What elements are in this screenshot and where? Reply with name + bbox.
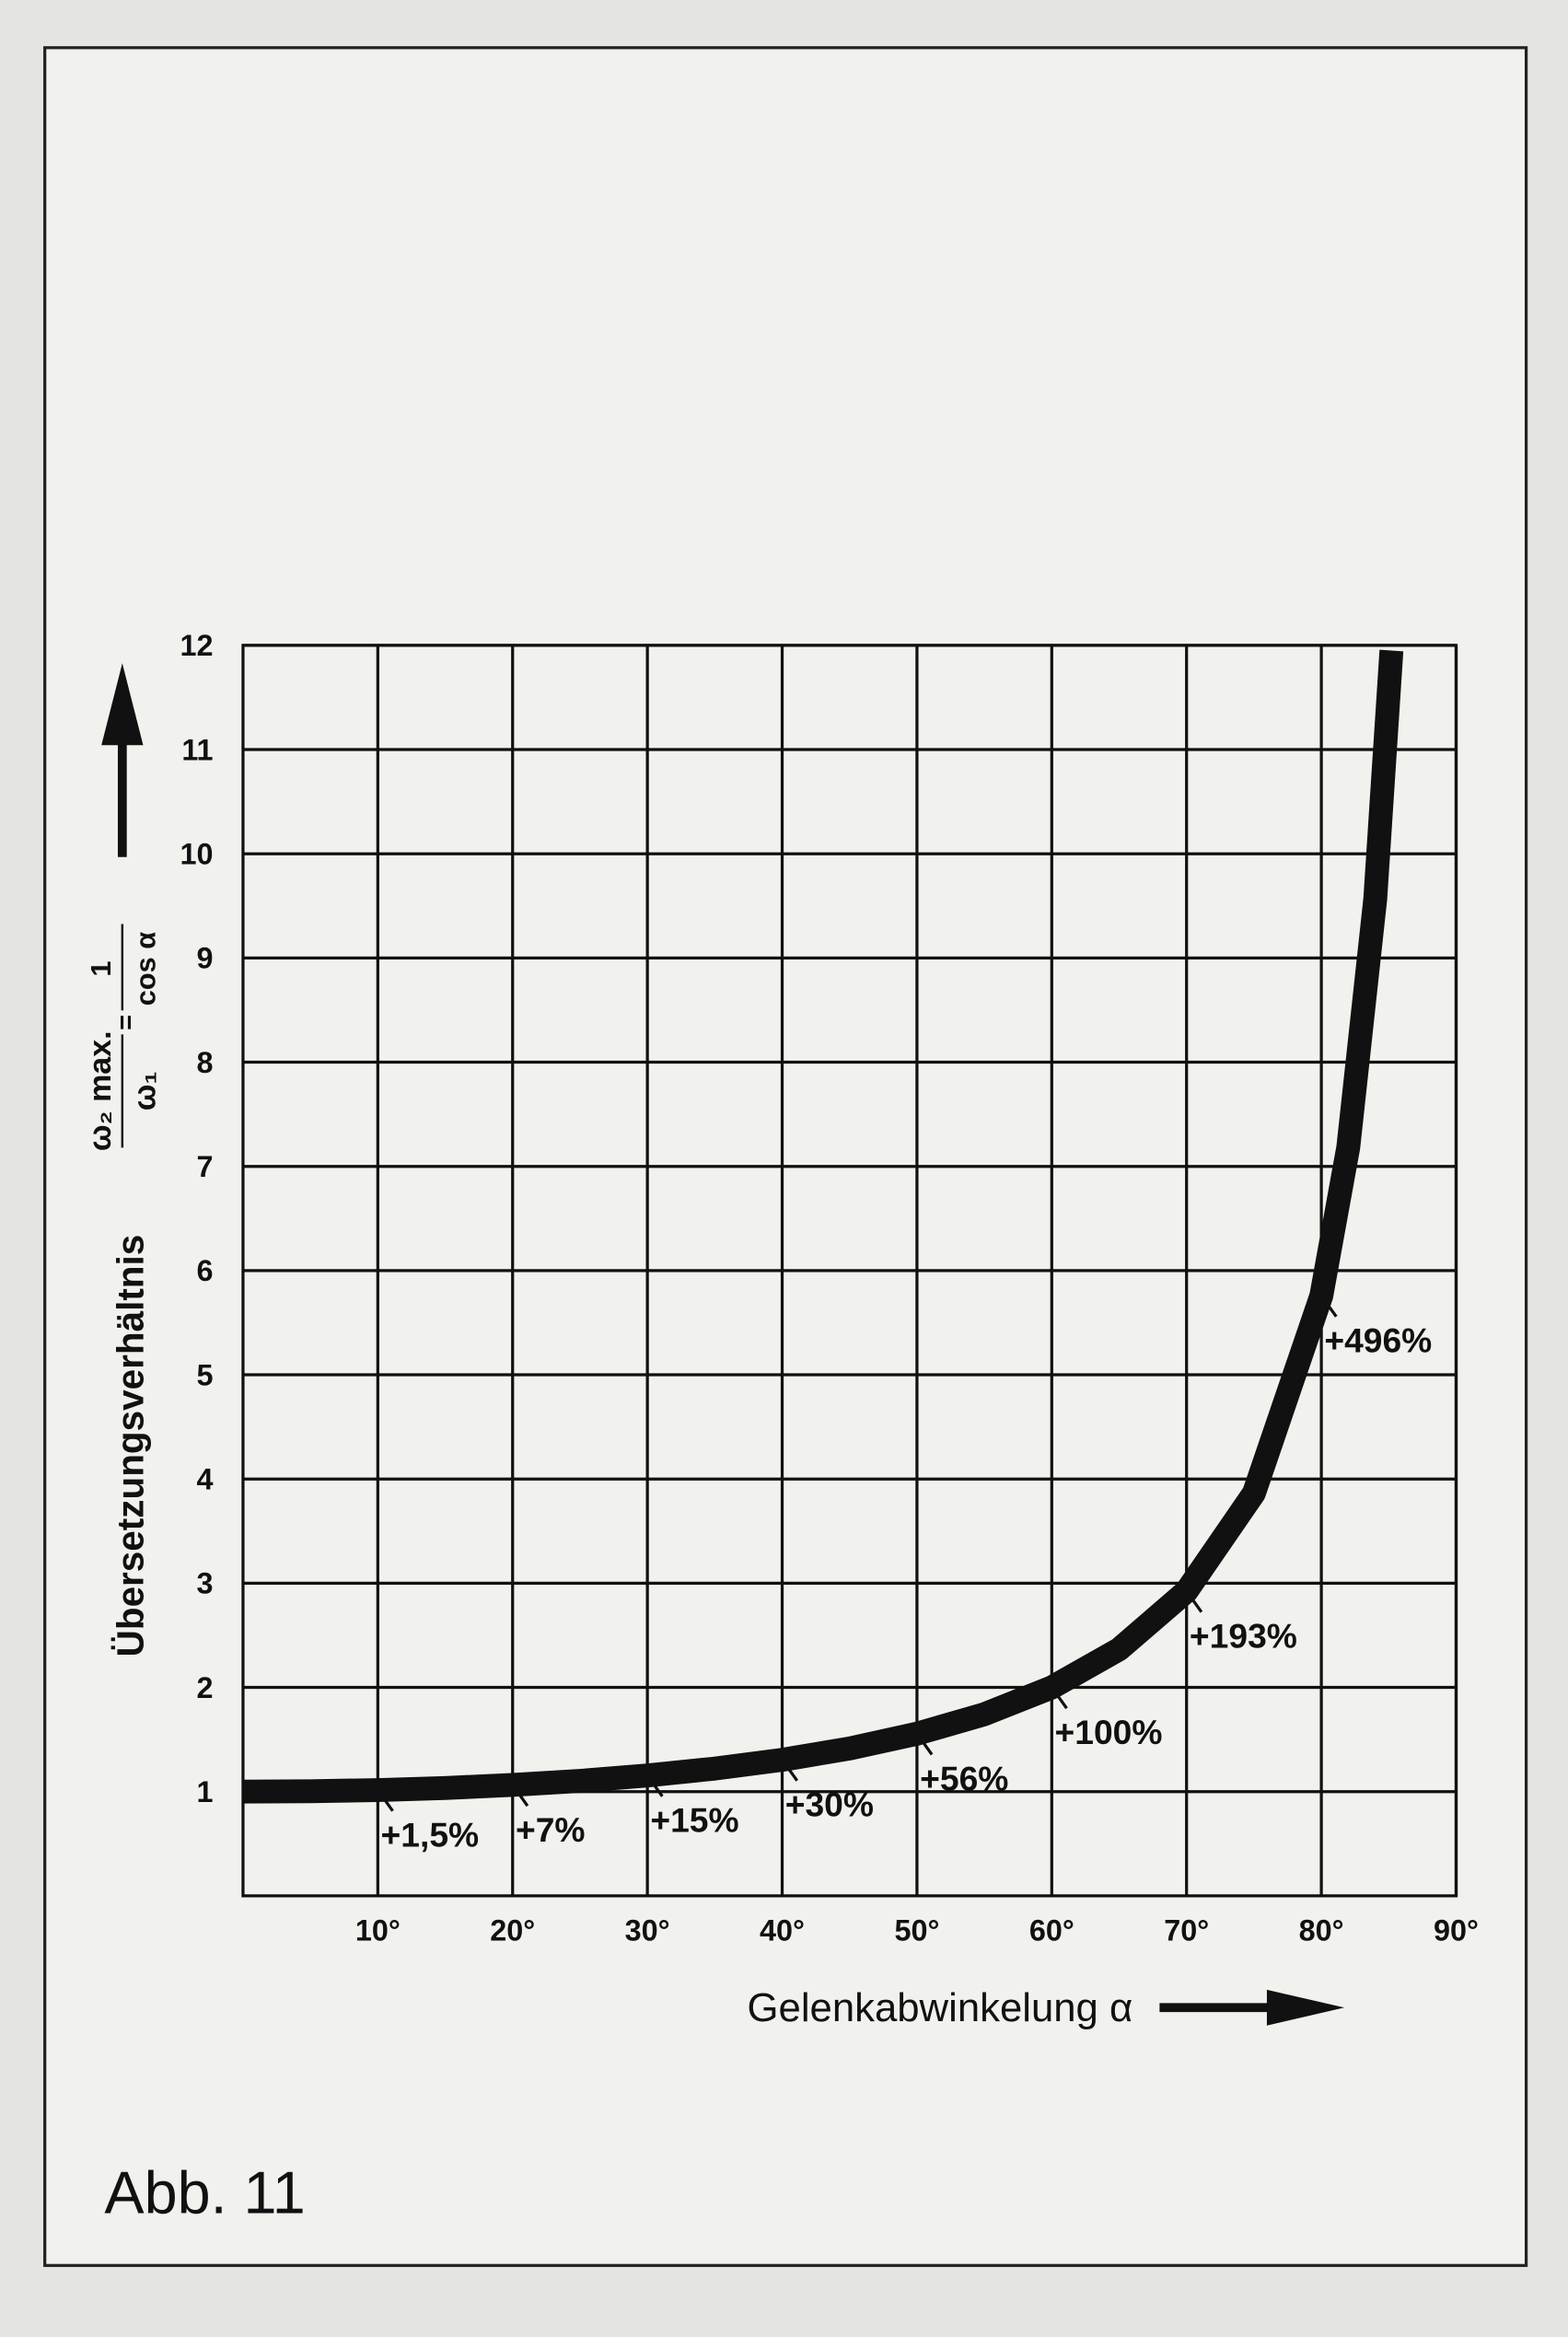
y-tick-label: 11	[181, 733, 213, 766]
x-tick-label: 60°	[1029, 1913, 1074, 1947]
annotation-label: +100%	[1055, 1713, 1163, 1751]
x-tick-label: 80°	[1299, 1913, 1344, 1947]
formula-lhs-numerator: ω₂ max.	[83, 1030, 118, 1151]
annotation-pointer	[781, 1759, 799, 1782]
caption: Abb. 11	[104, 2159, 305, 2227]
y-tick-label: 1	[197, 1775, 214, 1808]
annotation-pointer	[1185, 1590, 1203, 1613]
annotation-pointer	[645, 1774, 664, 1797]
formula-equals: =	[111, 1015, 141, 1030]
annotations: +1,5% +7% +15% +30% +56% +100% +193% +496%	[377, 1295, 1432, 1854]
x-tick-label: 40°	[760, 1913, 805, 1947]
x-axis-label: Gelenkabwinkelung α	[748, 1985, 1133, 2030]
annotation-label: +193%	[1190, 1616, 1297, 1655]
annotation-label: +56%	[920, 1759, 1008, 1797]
x-tick-label: 50°	[894, 1913, 939, 1947]
annotation-pointer	[915, 1732, 934, 1756]
y-tick-label: 3	[197, 1567, 214, 1600]
y-arrow-head	[101, 663, 144, 746]
x-tick-label: 70°	[1164, 1913, 1209, 1947]
y-tick-label: 8	[197, 1046, 214, 1079]
x-tick-label: 10°	[355, 1913, 401, 1947]
annotation-label: +496%	[1324, 1321, 1432, 1360]
y-tick-label: 6	[197, 1254, 214, 1287]
annotation-label: +15%	[650, 1801, 738, 1840]
formula-rhs-numerator: 1	[85, 961, 117, 977]
formula-rhs-denominator: cos α	[129, 932, 161, 1006]
x-arrow-head	[1266, 1989, 1345, 2026]
plot	[242, 649, 1404, 1804]
y-axis-label: Übersetzungsverhältnis	[109, 1235, 151, 1657]
x-tick-label: 90°	[1434, 1913, 1479, 1947]
annotation-pointer	[377, 1789, 394, 1812]
y-tick-label: 2	[197, 1671, 214, 1704]
annotation-label: +7%	[516, 1810, 586, 1849]
x-tick-label: 20°	[490, 1913, 535, 1947]
annotation-pointer	[511, 1784, 529, 1808]
y-tick-label: 5	[197, 1358, 214, 1391]
y-tick-label: 10	[180, 838, 214, 871]
y-formula: ω₂ max. ω₁ = 1 cos α	[83, 924, 162, 1151]
formula-lhs-denominator: ω₁	[127, 1071, 162, 1110]
annotation-pointer	[1050, 1686, 1068, 1710]
y-tick-label: 12	[180, 629, 214, 662]
curve	[242, 649, 1404, 1804]
y-tick-label: 9	[197, 942, 214, 975]
annotation-pointer	[1319, 1295, 1338, 1318]
annotation-label: +30%	[785, 1785, 874, 1824]
y-tick-label: 7	[197, 1150, 214, 1183]
y-tick-label: 4	[197, 1463, 214, 1496]
x-tick-label: 30°	[625, 1913, 670, 1947]
annotation-label: +1,5%	[381, 1816, 480, 1854]
